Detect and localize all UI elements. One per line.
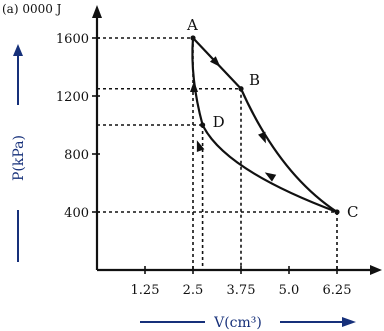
- x-tick-label: 6.25: [323, 283, 352, 298]
- corner-text: (a) 0000 J: [2, 2, 62, 16]
- x-tick-label: 5.0: [279, 283, 300, 298]
- cycle-curves: [190, 37, 338, 214]
- y-axis-title: P(kPa): [11, 135, 27, 181]
- arrow-b-to-c: [258, 131, 266, 144]
- arrow-c-to-d: [264, 172, 277, 182]
- ticks: 1.25 2.5 3.75 5.0 6.25 400 800 1200 1600: [56, 32, 352, 298]
- x-tick-label: 1.25: [131, 283, 160, 298]
- path-b-to-c: [239, 88, 338, 213]
- arrow-d-to-a-head: [190, 81, 198, 92]
- y-tick-label: 1200: [56, 90, 89, 105]
- y-axis-title-arrowhead: [13, 44, 23, 56]
- x-axis-title: V(cm³): [213, 315, 262, 331]
- point-label-b: B: [249, 71, 260, 89]
- y-axis-arrowhead: [92, 5, 102, 18]
- point-label-d: D: [213, 113, 225, 131]
- arrow-a-to-b-head: [209, 56, 221, 68]
- x-axis-title-arrowhead: [342, 317, 356, 327]
- point-a: [190, 35, 196, 41]
- dashed-guides: [97, 37, 338, 270]
- arrow-c-to-d-head: [264, 172, 277, 182]
- x-axis-arrowhead: [370, 265, 382, 275]
- point-label-c: C: [347, 203, 358, 221]
- axes: [92, 5, 382, 275]
- point-label-a: A: [186, 16, 198, 34]
- path-d-to-a: [191, 37, 204, 126]
- path-c-to-d: [201, 124, 338, 214]
- point-c: [334, 209, 340, 215]
- x-axis-title-group: V(cm³): [140, 315, 356, 331]
- arrow-b-to-c-head: [258, 131, 266, 144]
- arrow-a-side-head: [196, 140, 205, 153]
- y-tick-label: 400: [64, 206, 89, 221]
- x-tick-label: 3.75: [227, 283, 256, 298]
- arrow-a-side: [196, 140, 205, 153]
- y-tick-label: 1600: [56, 32, 89, 47]
- point-d: [200, 122, 206, 128]
- point-b: [238, 86, 244, 92]
- point-labels: A B C D: [186, 16, 358, 221]
- x-tick-label: 2.5: [183, 283, 204, 298]
- y-axis-title-group: P(kPa): [11, 44, 27, 262]
- y-tick-label: 800: [64, 148, 89, 163]
- arrow-d-to-a: [190, 81, 198, 92]
- arrow-a-to-b: [209, 56, 221, 68]
